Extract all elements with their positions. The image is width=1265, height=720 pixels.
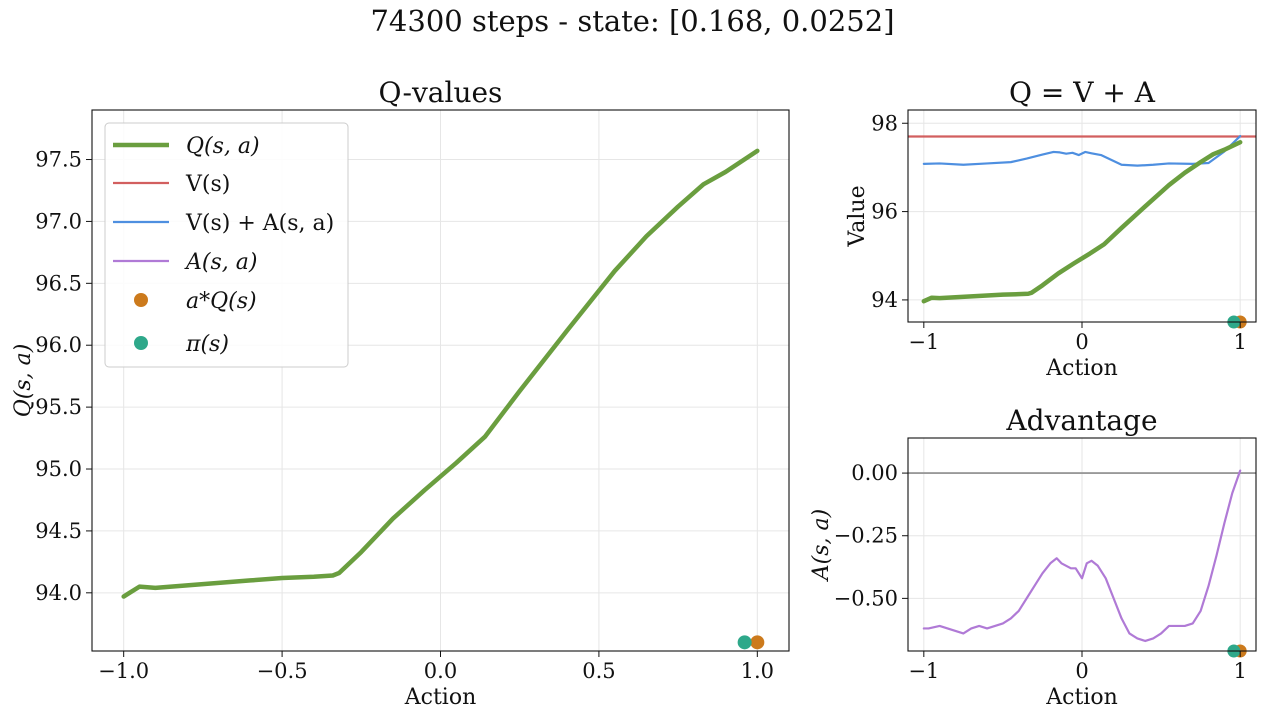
x-tick-label: −0.5 [257,659,308,683]
legend-marker-a_star [134,293,148,307]
axes-title: Advantage [1005,404,1157,437]
y-tick-label: 95.5 [35,395,82,419]
series-line-q [121,148,760,599]
plot-area [908,134,1256,304]
x-tick-label: 0.5 [582,659,615,683]
y-tick-label: 96.5 [35,271,82,295]
y-tick-label: 96 [871,200,898,224]
marker-a_star [750,635,765,650]
legend-marker-pi [134,336,148,350]
x-axis-label: Action [1045,685,1118,710]
y-tick-label: 95.0 [35,457,82,481]
x-tick-label: 1 [1233,659,1246,683]
plot-area [121,148,760,599]
legend: Q(s, a) V(s) V(s) + A(s, a) A(s, a) a*Q(s) π(… [104,122,349,368]
chart-1: −1 0 1 94 96 98 Q = V + A Action Value [845,76,1257,381]
legend-label: Q(s, a) [186,134,260,159]
y-tick-label: 97.5 [35,148,82,172]
legend-label: A(s, a) [184,250,257,275]
legend-frame [104,122,349,368]
y-tick-label: 94 [871,288,898,312]
marker-pi [737,635,752,650]
y-tick-label: −0.25 [834,524,898,548]
legend-label: π(s) [185,332,229,357]
y-tick-label: −0.50 [834,586,898,610]
x-tick-label: 0 [1075,659,1088,683]
series-line-v_plus_a [922,134,1242,167]
x-axis-label: Action [404,685,477,710]
y-tick-label: 94.5 [35,519,82,543]
x-tick-label: 0.0 [424,659,457,683]
series-line-a [922,469,1242,643]
chart-2: −1 0 1 0.00 −0.25 −0.50 Advantage Action A(s, a) [809,404,1257,710]
x-tick-label: 0 [1075,330,1088,354]
x-axis-label: Action [1045,356,1118,381]
y-tick-label: 96.0 [35,333,82,357]
y-axis-label: Q(s, a) [11,344,36,418]
y-axis-label: A(s, a) [809,509,834,582]
x-tick-label: −1 [908,659,939,683]
x-tick-label: 1.0 [741,659,774,683]
axes-title: Q = V + A [1009,76,1156,109]
plot-area [922,469,1242,643]
axes-title: Q-values [379,76,503,109]
y-tick-label: 97.0 [35,209,82,233]
figure-suptitle: 74300 steps - state: [0.168, 0.0252] [370,4,895,38]
x-tick-label: −1 [908,330,939,354]
legend-label: V(s) + A(s, a) [185,211,334,236]
legend-label: V(s) [185,172,230,197]
series-line-q [921,139,1243,304]
chart-0: −1.0 −0.5 0.0 0.5 1.0 94.0 94.5 95.0 95.5 96.0 96.… [11,76,790,710]
x-tick-label: −1.0 [98,659,149,683]
y-tick-label: 0.00 [851,461,898,485]
y-tick-label: 94.0 [35,581,82,605]
legend-label: a*Q(s) [186,289,257,314]
y-tick-label: 98 [871,111,898,135]
x-tick-label: 1 [1233,330,1246,354]
y-axis-label: Value [845,185,870,247]
